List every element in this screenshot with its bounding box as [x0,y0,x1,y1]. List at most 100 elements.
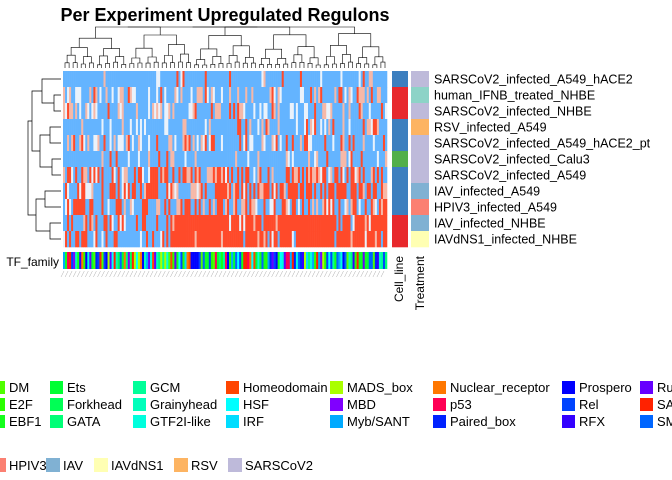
heatmap-cell [259,87,262,104]
heatmap-cell [113,103,116,120]
heatmap-cell [366,71,370,88]
heatmap-cell [364,71,368,88]
heatmap-cell [85,87,88,104]
heatmap-cell [348,135,351,152]
heatmap-cell [372,231,376,248]
column-tick [158,270,162,278]
heatmap-cell [318,87,321,104]
heatmap-cell [269,87,272,104]
heatmap-cell [206,87,210,104]
heatmap-cell [208,151,212,168]
heatmap-cell [229,87,232,104]
tf-family-cell [316,252,319,269]
heatmap-cell [241,199,244,216]
heatmap-cell [293,183,297,200]
heatmap-cell [188,71,191,88]
heatmap-cell [318,71,321,88]
heatmap-cell [354,119,357,136]
heatmap-cell [141,231,145,248]
heatmap-cell [170,71,173,88]
heatmap-cell [275,215,278,232]
heatmap-cell [245,87,248,104]
heatmap-cell [275,167,278,184]
heatmap-cell [119,87,123,104]
heatmap-cell [253,183,256,200]
heatmap-cell [316,199,319,216]
heatmap-cell [172,183,175,200]
heatmap-cell [176,103,179,120]
heatmap-cell [150,199,153,216]
heatmap-cell [168,231,171,248]
heatmap-cell [251,87,254,104]
heatmap-cell [170,151,173,168]
cell-line-cell [392,71,408,88]
heatmap-cell [63,167,66,184]
heatmap-cell [87,167,90,184]
cell-line-axis-label: Cell_line [392,256,406,302]
heatmap-cell [218,119,222,136]
heatmap-cell [332,231,335,248]
heatmap-cell [324,151,327,168]
heatmap-cell [196,103,199,120]
heatmap-cell [178,231,181,248]
heatmap-cell [299,231,303,248]
tf-family-cell [267,252,270,269]
dendrogram-branch [72,62,78,68]
heatmap-cell [148,71,151,88]
heatmap-cell [320,167,323,184]
heatmap-cell [352,199,355,216]
heatmap-cell [322,231,325,248]
dendrogram-branch [226,63,232,68]
heatmap-cell [75,71,78,88]
dendrogram-branch [210,64,216,68]
heatmap-cell [192,151,195,168]
column-tick [340,270,344,278]
heatmap-cell [127,103,131,120]
heatmap-cell [87,103,90,120]
column-tick [73,270,77,278]
heatmap-cell [214,199,218,216]
heatmap-cell [243,119,246,136]
tf-family-cell [297,252,301,269]
tf-family-cell [135,252,139,269]
heatmap-cell [265,199,268,216]
heatmap-cell [312,87,315,104]
heatmap-cell [200,231,204,248]
tf-family-cell [243,252,246,269]
heatmap-cell [180,231,183,248]
heatmap-cell [87,183,90,200]
heatmap-cell [320,215,323,232]
dendrogram-branch [218,63,224,68]
heatmap-cell [160,183,163,200]
heatmap-cell [162,103,165,120]
heatmap-cell [368,71,372,88]
dendrogram-branch [192,26,355,34]
heatmap-cell [324,135,327,152]
heatmap-cell [340,135,343,152]
heatmap-cell [186,71,189,88]
heatmap-cell [376,151,380,168]
heatmap-cell [233,87,236,104]
heatmap-cell [67,119,70,136]
tf-family-cell [180,252,183,269]
heatmap-cell [241,103,244,120]
heatmap-cell [362,71,366,88]
heatmap-cell [196,167,199,184]
tf-family-cell [346,252,349,269]
heatmap-cell [168,215,171,232]
tf-family-cell [168,252,171,269]
heatmap-cell [192,103,195,120]
heatmap-cell [164,231,167,248]
tf-family-cell [259,252,262,269]
heatmap-cell [188,135,191,152]
heatmap-cell [291,87,295,104]
dendrogram-branch [330,45,347,57]
heatmap-cell [326,103,329,120]
heatmap-cell [251,119,254,136]
heatmap-cell [71,71,74,88]
treatment-legend-label: RSV [191,458,218,473]
treatment-legend-swatch [228,458,242,472]
heatmap-cell [137,199,141,216]
heatmap-cell [239,103,242,120]
heatmap-cell [210,87,214,104]
